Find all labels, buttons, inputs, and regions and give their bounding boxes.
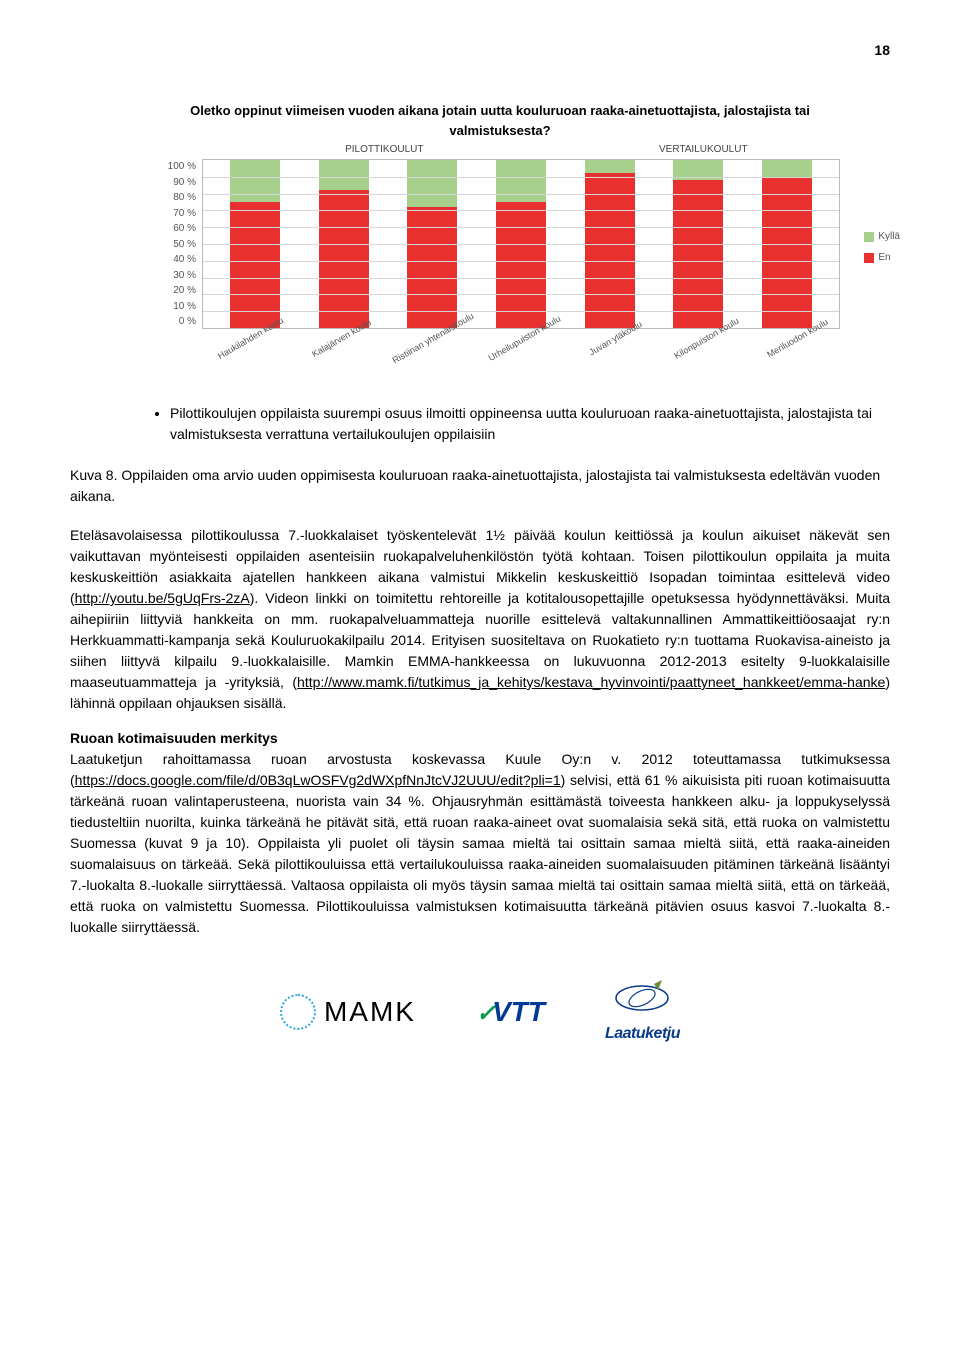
chart-plot	[202, 159, 840, 329]
logo-vtt: ✓ VTT	[476, 991, 545, 1033]
y-tick-label: 20 %	[160, 283, 196, 298]
y-tick-label: 30 %	[160, 268, 196, 283]
logo-laatuketju: Laatuketju	[605, 978, 680, 1046]
logo-vtt-text: VTT	[492, 991, 545, 1033]
bar-segment-yes	[230, 160, 280, 202]
bar-segment-no	[407, 207, 457, 328]
paragraph-1: Eteläsavolaisessa pilottikoulussa 7.-luo…	[70, 525, 890, 714]
mamk-dots-icon	[280, 994, 316, 1030]
chart-container: Oletko oppinut viimeisen vuoden aikana j…	[120, 101, 840, 373]
bar-segment-yes	[407, 160, 457, 207]
legend-item-yes: Kyllä	[864, 229, 900, 244]
section-heading-kotimaisuus: Ruoan kotimaisuuden merkitys	[70, 730, 278, 746]
bar-segment-yes	[762, 160, 812, 177]
logo-laatuketju-text: Laatuketju	[605, 1022, 680, 1046]
page-number: 18	[70, 40, 890, 61]
chart-legend: Kyllä En	[864, 229, 900, 271]
y-tick-label: 60 %	[160, 221, 196, 236]
bar-segment-no	[585, 173, 635, 328]
bar-segment-yes	[319, 160, 369, 190]
chart-x-labels: Haukilahden kouluKalajärven kouluRistiin…	[160, 333, 840, 373]
legend-item-no: En	[864, 250, 900, 265]
chart-y-axis: 100 %90 %80 %70 %60 %50 %40 %30 %20 %10 …	[160, 159, 202, 329]
bullet-text: Pilottikoulujen oppilaista suurempi osuu…	[170, 403, 890, 445]
y-tick-label: 50 %	[160, 237, 196, 252]
bar-segment-no	[496, 202, 546, 328]
y-tick-label: 40 %	[160, 252, 196, 267]
bar-segment-yes	[585, 160, 635, 173]
legend-label-no: En	[878, 250, 890, 265]
bar-segment-yes	[496, 160, 546, 202]
bar-segment-no	[673, 180, 723, 328]
para2-text-b: ) selvisi, että 61 % aikuisista piti ruo…	[70, 772, 890, 935]
footer-logos: MAMK ✓ VTT Laatuketju	[70, 978, 890, 1046]
figure-caption: Kuva 8. Oppilaiden oma arvio uuden oppim…	[70, 465, 890, 507]
y-tick-label: 80 %	[160, 190, 196, 205]
chart-bullet-note: Pilottikoulujen oppilaista suurempi osuu…	[150, 403, 890, 445]
legend-swatch-yes	[864, 232, 874, 242]
link-youtube[interactable]: http://youtu.be/5gUqFrs-2zA	[75, 590, 250, 606]
chart-group-label-pilot: PILOTTIKOULUT	[202, 142, 567, 157]
link-google-docs[interactable]: https://docs.google.com/file/d/0B3qLwOSF…	[75, 772, 561, 788]
y-tick-label: 100 %	[160, 159, 196, 174]
bar-segment-no	[762, 177, 812, 328]
y-tick-label: 10 %	[160, 299, 196, 314]
y-tick-label: 90 %	[160, 175, 196, 190]
bar-segment-no	[230, 202, 280, 328]
logo-mamk: MAMK	[280, 991, 416, 1033]
legend-swatch-no	[864, 253, 874, 263]
y-tick-label: 0 %	[160, 314, 196, 329]
laatuketju-icon	[612, 978, 672, 1014]
chart-title: Oletko oppinut viimeisen vuoden aikana j…	[160, 101, 840, 140]
legend-label-yes: Kyllä	[878, 229, 900, 244]
logo-mamk-text: MAMK	[324, 991, 416, 1033]
y-tick-label: 70 %	[160, 206, 196, 221]
link-mamk-emma[interactable]: http://www.mamk.fi/tutkimus_ja_kehitys/k…	[297, 674, 885, 690]
chart-group-label-vertailu: VERTAILUKOULUT	[567, 142, 840, 157]
